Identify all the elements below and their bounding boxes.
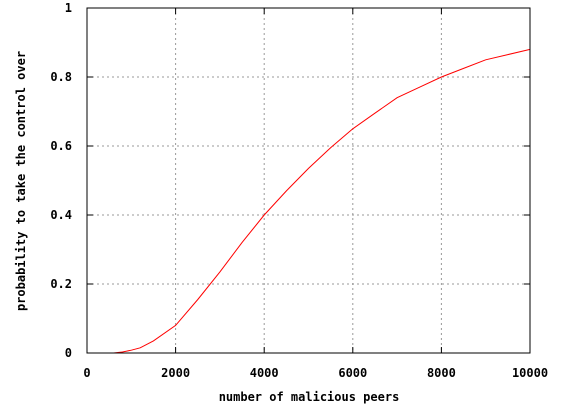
y-tick-label: 0.6 [50, 139, 72, 153]
series-line [113, 48, 531, 354]
y-tick-label: 0 [65, 346, 72, 360]
tick-layer [86, 7, 531, 354]
grid-layer [87, 8, 530, 353]
series-layer [113, 48, 531, 354]
x-tick-label: 4000 [250, 366, 279, 380]
x-axis-title: number of malicious peers [219, 390, 400, 404]
y-tick-label: 0.2 [50, 277, 72, 291]
x-tick-label: 8000 [427, 366, 456, 380]
label-layer: 0 2000 4000 6000 8000 10000 0 0.2 0.4 0.6 0.8 1 [50, 1, 548, 380]
y-tick-label: 0.8 [50, 70, 72, 84]
y-tick-label: 0.4 [50, 208, 72, 222]
x-tick-label: 10000 [512, 366, 548, 380]
y-axis-title: probability to take the control over [14, 51, 28, 311]
x-tick-label: 2000 [161, 366, 190, 380]
x-tick-label: 6000 [338, 366, 367, 380]
x-tick-label: 0 [83, 366, 90, 380]
plot-frame [86, 7, 531, 354]
y-tick-label: 1 [65, 1, 72, 15]
